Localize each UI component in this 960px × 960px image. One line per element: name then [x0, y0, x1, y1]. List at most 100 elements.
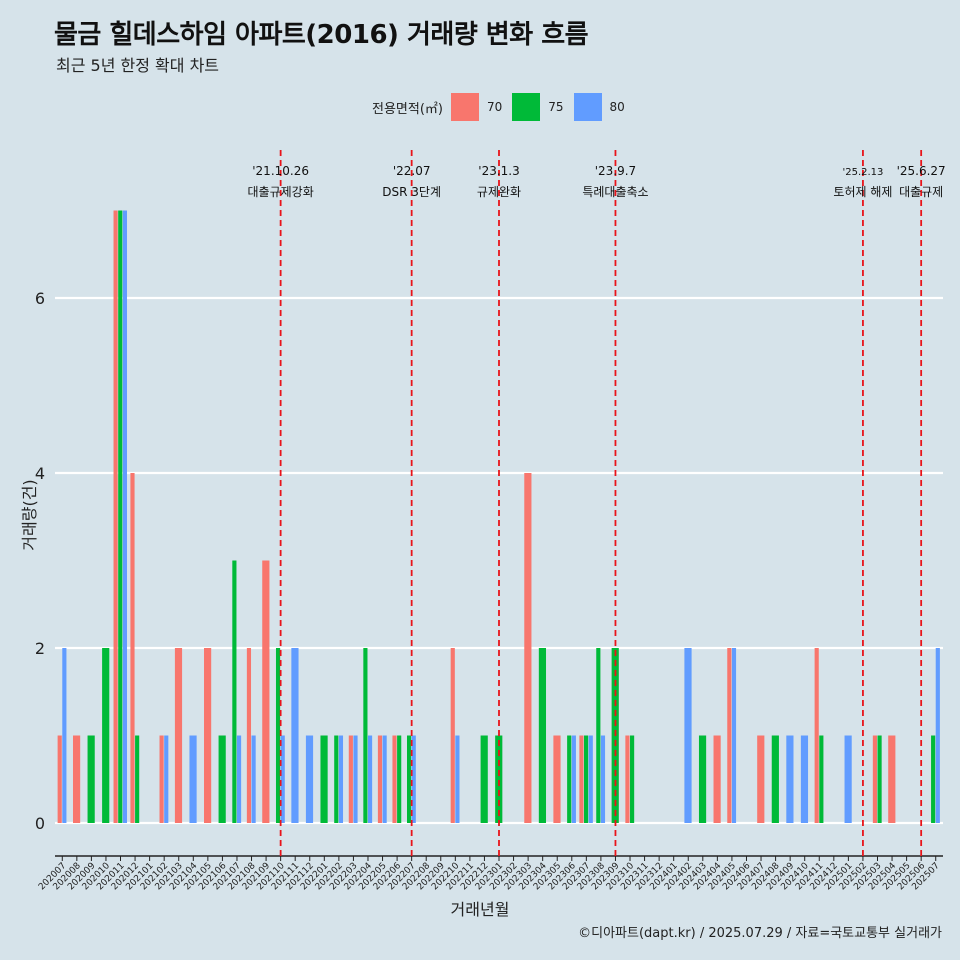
legend-title: 전용면적(㎡): [372, 101, 443, 117]
bar-202010-75: [102, 648, 110, 823]
event-name-label: 규제완화: [477, 185, 521, 199]
bar-202109-70: [262, 560, 270, 823]
bar-202307-75: [584, 735, 589, 823]
bar-202503-75: [877, 735, 882, 823]
bar-202507-80: [935, 648, 940, 823]
source-caption: ©디아파트(dapt.kr) / 2025.07.29 / 자료=국토교통부 실…: [578, 926, 942, 941]
bar-202107-75: [232, 560, 237, 823]
legend-item-80: 80: [573, 93, 629, 121]
legend: 전용면적(㎡) 70 75 80: [372, 93, 635, 121]
bar-202202-75: [334, 735, 339, 823]
event-date-label: '21.10.26: [252, 164, 309, 178]
event-name-label: 대출규제: [899, 185, 943, 199]
bar-202407-70: [757, 735, 765, 823]
bar-202306-80: [571, 735, 576, 823]
legend-label-70: 70: [486, 100, 503, 114]
bar-202201-75: [320, 735, 328, 823]
bar-202203-80: [353, 735, 358, 823]
bar-202304-75: [538, 648, 547, 823]
bar-202308-80: [600, 735, 606, 823]
bar-202503-70: [872, 735, 877, 823]
y-tick-label: 4: [35, 464, 45, 483]
y-tick-label: 6: [35, 289, 45, 308]
bar-202105-70: [204, 648, 212, 823]
bar-202206-70: [392, 735, 397, 823]
x-axis-title: 거래년월: [450, 900, 510, 919]
bar-202308-75: [596, 648, 601, 823]
bar-202009-75: [87, 735, 95, 823]
bar-202112-80: [305, 735, 314, 823]
bar-202106-75: [218, 735, 226, 823]
legend-item-75: 75: [512, 93, 567, 121]
bar-202204-75: [363, 648, 368, 823]
bar-202206-75: [397, 735, 402, 823]
bar-202410-80: [800, 735, 809, 823]
bar-202210-80: [455, 735, 460, 823]
bar-202107-80: [236, 735, 242, 823]
bar-202403-75: [698, 735, 707, 823]
bar-202411-75: [819, 735, 824, 823]
bar-202306-75: [567, 735, 572, 823]
event-name-label: 특례대출축소: [582, 185, 648, 199]
bar-202102-70: [159, 735, 164, 823]
bar-202104-80: [189, 735, 197, 823]
event-date-label: '25.2.13: [842, 167, 883, 178]
chart-subtitle: 최근 5년 한정 확대 차트: [56, 56, 220, 75]
bar-202405-70: [727, 648, 732, 823]
bar-202103-70: [174, 648, 183, 823]
legend-swatch-80: [573, 93, 602, 121]
legend-label-80: 80: [609, 100, 625, 114]
bar-202301-75: [495, 735, 503, 823]
bar-202007-80: [62, 648, 67, 823]
event-date-label: '22.07: [393, 164, 431, 178]
bar-202507-75: [931, 735, 936, 823]
bar-202405-80: [731, 648, 737, 823]
bar-202205-80: [382, 735, 387, 823]
bar-202411-70: [814, 648, 819, 823]
bar-202207-75: [406, 735, 412, 823]
bar-202307-70: [579, 735, 584, 823]
bar-202501-80: [844, 735, 852, 823]
bar-202011-75: [118, 210, 123, 823]
y-tick-label: 0: [35, 814, 45, 833]
bar-202102-80: [164, 735, 169, 823]
bar-202310-70: [625, 735, 630, 823]
bar-202203-70: [348, 735, 353, 823]
bar-202205-70: [377, 735, 383, 823]
bar-202108-70: [246, 648, 252, 823]
event-date-label: '23.1.3: [478, 164, 519, 178]
bar-202303-70: [524, 473, 532, 823]
bar-202202-80: [338, 735, 344, 823]
event-date-label: '25.6.27: [897, 164, 946, 178]
bar-202111-80: [291, 648, 299, 823]
legend-swatch-75: [512, 93, 541, 121]
bar-202007-70: [57, 735, 62, 823]
bar-202110-75: [275, 648, 281, 823]
bar-202204-80: [367, 735, 373, 823]
bar-202110-80: [280, 735, 285, 823]
bar-202210-70: [450, 648, 455, 823]
bar-202011-80: [122, 210, 127, 823]
bar-202305-70: [553, 735, 561, 823]
bar-202212-75: [480, 735, 488, 823]
bar-202108-80: [251, 735, 256, 823]
legend-label-75: 75: [548, 100, 564, 114]
bar-202402-80: [684, 648, 692, 823]
event-date-label: '23.9.7: [595, 164, 636, 178]
bar-202310-75: [630, 735, 635, 823]
y-axis-title: 거래량(건): [20, 479, 39, 551]
bar-202404-70: [713, 735, 721, 823]
bar-202012-70: [130, 473, 135, 823]
legend-swatch-70: [450, 93, 479, 121]
event-name-label: 대출규제강화: [248, 185, 314, 199]
bar-202409-80: [786, 735, 794, 823]
bar-202307-80: [588, 735, 593, 823]
y-tick-label: 2: [35, 639, 45, 658]
legend-item-70: 70: [450, 93, 506, 121]
bar-202012-75: [135, 735, 140, 823]
bar-202504-70: [888, 735, 896, 823]
bar-202207-80: [411, 735, 416, 823]
event-name-label: DSR 3단계: [382, 185, 441, 199]
event-name-label: 토허제 해제: [833, 185, 892, 199]
